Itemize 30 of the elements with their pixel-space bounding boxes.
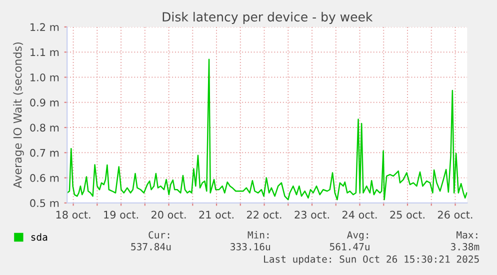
x-tick-label: 26 oct.	[438, 210, 472, 219]
line-series	[67, 58, 468, 200]
y-tick-label: 0.9 m	[30, 98, 59, 106]
x-tick-label: 19 oct.	[104, 210, 138, 219]
x-tick-label: 20 oct.	[152, 210, 186, 219]
text: Min:	[248, 231, 269, 238]
y-tick-label: 0.8 m	[30, 124, 59, 132]
x-tick-label: 25 oct.	[390, 210, 424, 219]
text: Last update: Sun Oct 26 15:30:21 2025	[264, 255, 479, 265]
y-tick-label: 0.6 m	[30, 174, 59, 182]
text: 537.84u	[131, 243, 171, 250]
chart-title: Disk latency per device - by week	[162, 12, 373, 24]
x-tick-label: 21 oct.	[199, 210, 234, 219]
text: 333.16u	[230, 243, 270, 250]
text: 3.38m	[450, 243, 480, 250]
text: Max:	[456, 231, 478, 239]
y-tick-label: 1.2 m	[30, 23, 59, 31]
x-tick-label: 22 oct.	[247, 210, 282, 219]
y-tick-label: 0.7 m	[30, 148, 59, 157]
x-tick-label: 24 oct.	[342, 210, 377, 219]
x-tick-label: 18 oct.	[56, 210, 90, 219]
y-tick-label: 1.1 m	[30, 48, 59, 56]
y-tick-label: 0.5 m	[30, 199, 59, 208]
text: Avg:	[347, 231, 368, 241]
text: 561.47u	[330, 243, 370, 250]
x-tick-label: 23 oct.	[294, 210, 329, 219]
y-tick-label: 1.0 m	[30, 73, 59, 82]
text: Cur:	[148, 231, 170, 239]
legend-label: sda	[31, 233, 48, 241]
y-axis-title: Average IO Wait (seconds)	[13, 42, 24, 188]
